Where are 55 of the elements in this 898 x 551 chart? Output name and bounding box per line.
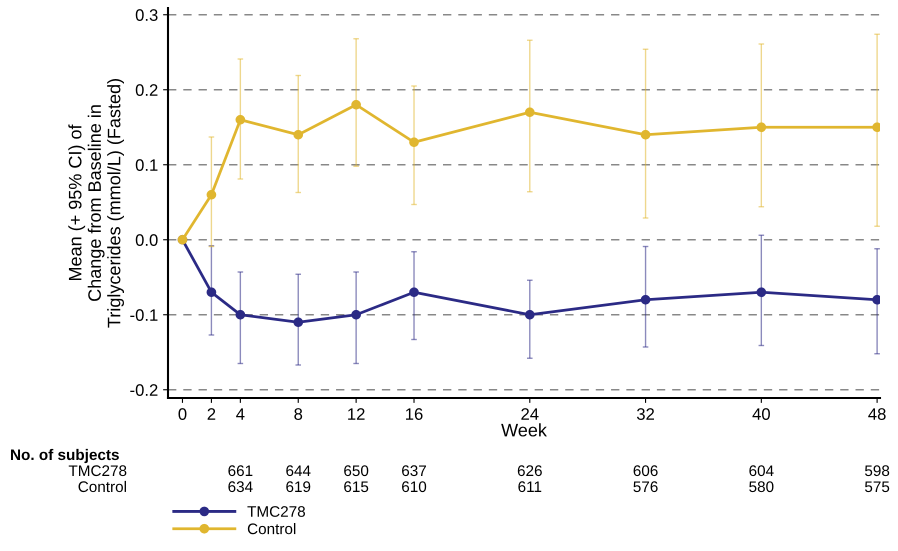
x-tick-label: 48	[868, 408, 886, 420]
x-tick-label: 0	[178, 408, 186, 420]
text: 644	[286, 465, 311, 476]
point	[206, 190, 216, 200]
text: 576	[633, 481, 658, 492]
y-tick-label: 0.0	[136, 234, 158, 246]
point	[524, 310, 535, 320]
text: 580	[749, 481, 774, 492]
y-tick-label: 0.2	[136, 84, 158, 96]
x-tick-label: 16	[406, 408, 423, 420]
text: 661	[228, 465, 252, 476]
legend-label: Control	[248, 523, 296, 534]
text: 606	[634, 465, 658, 476]
y-tick-label: 0.3	[136, 9, 158, 21]
point	[756, 287, 766, 298]
point	[206, 287, 216, 298]
text: 611	[518, 481, 542, 492]
text: 615	[344, 481, 368, 492]
text: 604	[749, 465, 774, 476]
x-tick-label: 8	[294, 408, 302, 420]
point	[293, 130, 304, 140]
point	[409, 287, 419, 298]
x-tick-label: 4	[236, 408, 245, 420]
x-tick-label: 32	[636, 408, 654, 420]
y-tick-label: -0.2	[130, 384, 158, 396]
point	[235, 310, 246, 320]
point	[351, 310, 361, 320]
point	[640, 294, 650, 305]
x-axis-title: Week	[501, 423, 547, 437]
point	[351, 100, 361, 110]
text: 610	[402, 481, 426, 492]
text: 634	[228, 481, 253, 492]
point	[293, 317, 304, 328]
text: No. of subjects	[11, 448, 119, 464]
y-tick-label: -0.1	[130, 309, 158, 321]
y-axis-title: Mean (+ 95% CI) of Change from Baseline in Triglycerides (mmol/L) (Fasted)	[68, 79, 124, 328]
x-tick-label: 12	[348, 408, 365, 420]
point	[524, 107, 535, 118]
text: 598	[864, 465, 890, 476]
point	[235, 114, 246, 125]
text: Control	[78, 480, 126, 492]
text: 626	[518, 465, 542, 476]
point	[409, 137, 419, 148]
x-tick-label: 24	[521, 408, 539, 420]
point	[640, 130, 650, 140]
point	[756, 122, 766, 132]
legend-label: TMC278	[247, 506, 305, 517]
x-tick-label: 40	[752, 408, 770, 420]
text: 619	[286, 481, 310, 492]
text: 575	[864, 481, 890, 492]
text: 637	[402, 465, 426, 476]
text: 650	[344, 465, 368, 476]
y-tick-label: 0.1	[136, 159, 158, 171]
text: TMC278	[68, 465, 126, 476]
x-tick-label: 2	[208, 408, 216, 420]
